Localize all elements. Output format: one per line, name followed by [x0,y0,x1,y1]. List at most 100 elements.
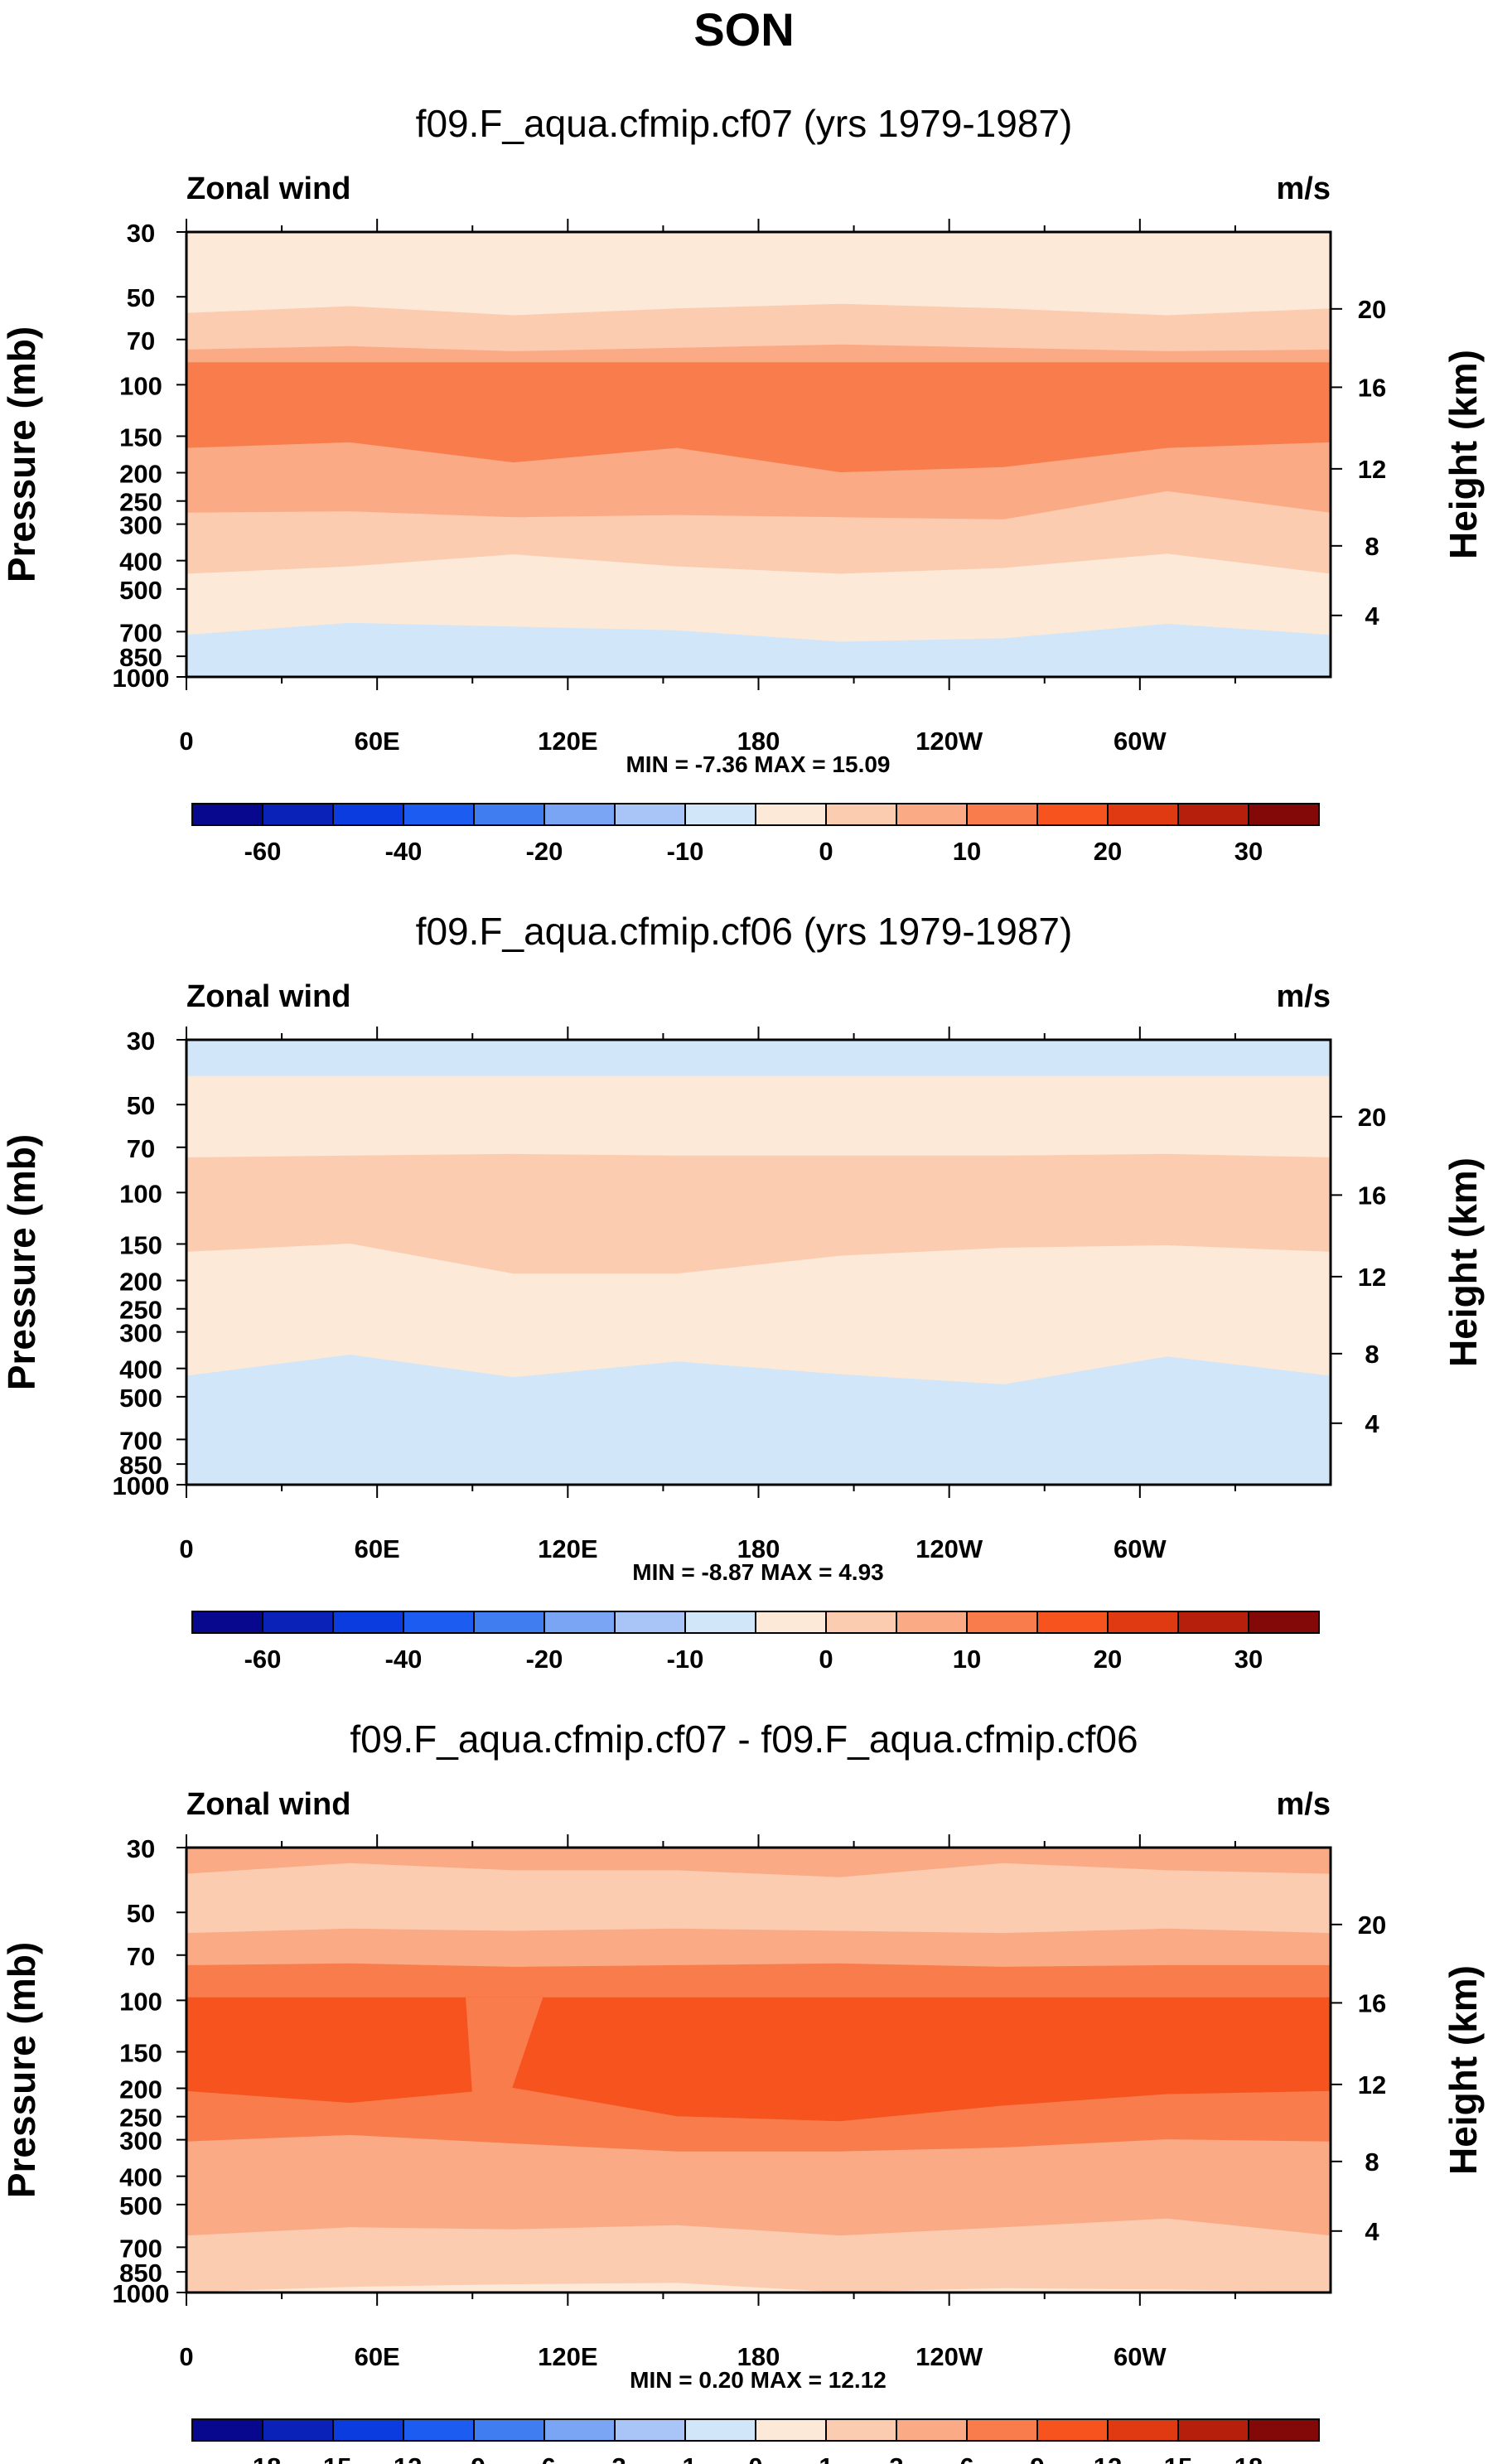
y-axis-label-right: Height (km) [1442,1965,1485,2175]
colorbar-label: -60 [244,837,282,866]
colorbar-swatch [1107,1611,1179,1634]
y-tick-label: 50 [127,1899,155,1928]
colorbar-label: -18 [244,2452,282,2464]
colorbar-swatch [403,1611,475,1634]
y-tick-label: 300 [119,511,162,540]
colorbar-swatch [755,2418,827,2442]
colorbar-swatch [473,2418,545,2442]
colorbar-swatch [1036,2418,1109,2442]
colorbar-label: -1 [674,2452,697,2464]
x-tick-label: 120W [916,727,983,756]
height-tick-label: 4 [1365,2217,1379,2246]
y-axis-label-right: Height (km) [1442,350,1485,559]
x-tick-label: 0 [179,2342,193,2371]
y-tick-label: 250 [119,2104,162,2133]
colorbar-swatch [825,1611,897,1634]
min-max-label: MIN = -8.87 MAX = 4.93 [632,1559,883,1585]
colorbar-swatch [1248,2418,1320,2442]
y-axis-label: Pressure (mb) [0,1134,43,1390]
colorbar-swatch [332,2418,404,2442]
x-tick-label: 0 [179,1534,193,1563]
x-tick-label: 120E [538,2342,597,2371]
y-tick-label: 200 [119,2075,162,2104]
y-tick-label: 300 [119,2127,162,2156]
contour-band [186,231,1331,316]
y-tick-label: 500 [119,1384,162,1413]
colorbar-swatch [825,2418,897,2442]
colorbar-swatch [191,803,263,826]
y-tick-label: 400 [119,548,162,577]
panel-1: f09.F_aqua.cfmip.cf07 (yrs 1979-1987) Zon… [0,102,1485,866]
colorbar-swatch [755,1611,827,1634]
y-tick-label: 850 [119,2259,162,2288]
y-tick-label: 70 [127,326,155,355]
x-tick-label: 120E [538,1534,597,1563]
y-tick-label: 30 [127,1027,155,1056]
y-tick-label: 850 [119,643,162,672]
contour-gap [466,1997,544,2092]
y-tick-label: 400 [119,2163,162,2192]
colorbar-swatch [332,803,404,826]
x-tick-label: 60W [1114,1534,1167,1563]
height-tick-label: 8 [1365,2148,1379,2177]
height-tick-label: 8 [1365,1340,1379,1369]
y-tick-label: 50 [127,283,155,312]
y-tick-label: 200 [119,1268,162,1297]
colorbar-swatch [262,803,334,826]
colorbar-swatch [1107,803,1179,826]
height-tick-label: 20 [1358,1911,1386,1940]
colorbar-swatch [1177,2418,1249,2442]
y-tick-label: 100 [119,1179,162,1208]
y-tick-label: 850 [119,1451,162,1480]
y-axis-label: Pressure (mb) [0,326,43,582]
x-tick-label: 120E [538,727,597,756]
panel-3: f09.F_aqua.cfmip.cf07 - f09.F_aqua.cfmip… [0,1718,1485,2464]
y-tick-label: 700 [119,618,162,647]
colorbar-swatch [684,2418,756,2442]
colorbar-label: 0 [819,837,833,866]
colorbar-label: -15 [315,2452,352,2464]
colorbar-swatch [544,2418,616,2442]
y-tick-label: 150 [119,2038,162,2067]
colorbar-swatch [896,2418,968,2442]
colorbar-label: 15 [1164,2452,1192,2464]
colorbar-label: 1 [819,2452,833,2464]
colorbar-swatch [1177,1611,1249,1634]
min-max-label: MIN = 0.20 MAX = 12.12 [630,2367,887,2393]
colorbar-label: 30 [1234,1645,1263,1674]
y-tick-label: 70 [127,1134,155,1163]
y-tick-label: 30 [127,1834,155,1863]
colorbar-label: -6 [533,2452,556,2464]
colorbar-swatch [614,1611,686,1634]
colorbar-swatch [1177,803,1249,826]
y-axis-label: Pressure (mb) [0,1942,43,2198]
panel-left-label: Zonal wind [186,1787,350,1822]
y-tick-label: 1000 [113,664,170,693]
height-tick-label: 16 [1358,373,1386,402]
colorbar-label: -20 [526,837,563,866]
colorbar-label: 10 [953,837,981,866]
panel-title: f09.F_aqua.cfmip.cf07 (yrs 1979-1987) [416,102,1073,145]
colorbar-label: -9 [462,2452,486,2464]
colorbar-swatch [1248,1611,1320,1634]
colorbar-swatch [262,2418,334,2442]
y-tick-label: 150 [119,423,162,452]
colorbar-label: -40 [385,1645,423,1674]
y-tick-label: 700 [119,2234,162,2263]
y-tick-label: 150 [119,1230,162,1259]
colorbar-swatch [262,1611,334,1634]
panel-title: f09.F_aqua.cfmip.cf06 (yrs 1979-1987) [416,910,1073,953]
y-tick-label: 100 [119,371,162,400]
x-tick-label: 60E [355,727,400,756]
y-tick-label: 30 [127,219,155,248]
y-tick-label: 400 [119,1355,162,1384]
y-tick-label: 500 [119,2191,162,2220]
colorbar-swatch [966,803,1038,826]
colorbar-swatch [755,803,827,826]
contour-band [186,1862,1331,1935]
colorbar-label: 12 [1094,2452,1122,2464]
panel-left-label: Zonal wind [186,172,350,206]
colorbar-label: -40 [385,837,423,866]
colorbar-label: 9 [1030,2452,1044,2464]
